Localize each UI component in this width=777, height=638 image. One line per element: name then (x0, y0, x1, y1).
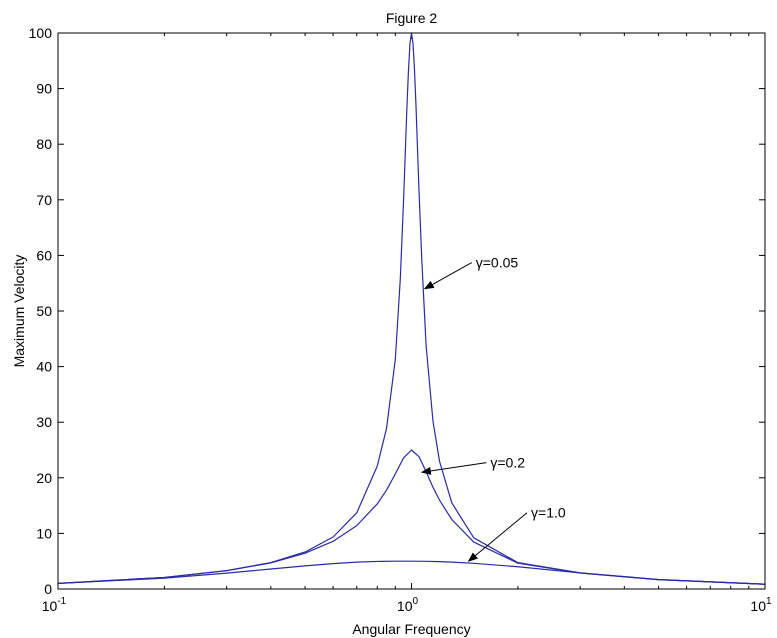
x-tick-label: 10-1 (42, 596, 67, 614)
y-tick-label: 90 (36, 81, 52, 97)
series-line-1 (57, 449, 766, 585)
x-tick-label: 100 (397, 596, 419, 614)
x-tick-base: 10 (750, 598, 766, 614)
y-tick-label: 30 (36, 414, 52, 430)
series-lines (57, 32, 766, 585)
x-tick-base: 10 (397, 598, 413, 614)
x-tick-label: 101 (750, 596, 772, 614)
y-axis-label: Maximum Velocity (11, 255, 27, 368)
annotation-arrow (420, 462, 487, 475)
x-tick-exponent: 0 (413, 596, 419, 607)
y-tick-label: 70 (36, 192, 52, 208)
series-line-0 (57, 32, 766, 585)
chart-title: Figure 2 (386, 10, 438, 26)
annotation-label: γ=0.05 (476, 255, 519, 271)
y-tick-label: 40 (36, 359, 52, 375)
series-line-2 (57, 560, 766, 585)
annotation-label: γ=1.0 (531, 505, 566, 521)
plot-area-frame (57, 32, 766, 590)
x-tick-exponent: 1 (766, 596, 772, 607)
x-tick-base: 10 (42, 598, 58, 614)
y-tick-label: 60 (36, 247, 52, 263)
y-tick-label: 0 (44, 581, 52, 597)
annotation-label: γ=0.2 (490, 455, 525, 471)
annotations: γ=0.05 γ=0.2 γ=1.0 (420, 255, 566, 562)
x-tick-exponent: -1 (57, 596, 66, 607)
y-tick-label: 100 (29, 25, 53, 41)
y-tick-label: 10 (36, 525, 52, 541)
y-tick-label: 20 (36, 470, 52, 486)
annotation-arrow (467, 512, 528, 562)
annotation-arrow (423, 262, 472, 290)
x-axis-label: Angular Frequency (352, 621, 470, 637)
y-tick-label: 80 (36, 136, 52, 152)
y-tick-label: 50 (36, 303, 52, 319)
